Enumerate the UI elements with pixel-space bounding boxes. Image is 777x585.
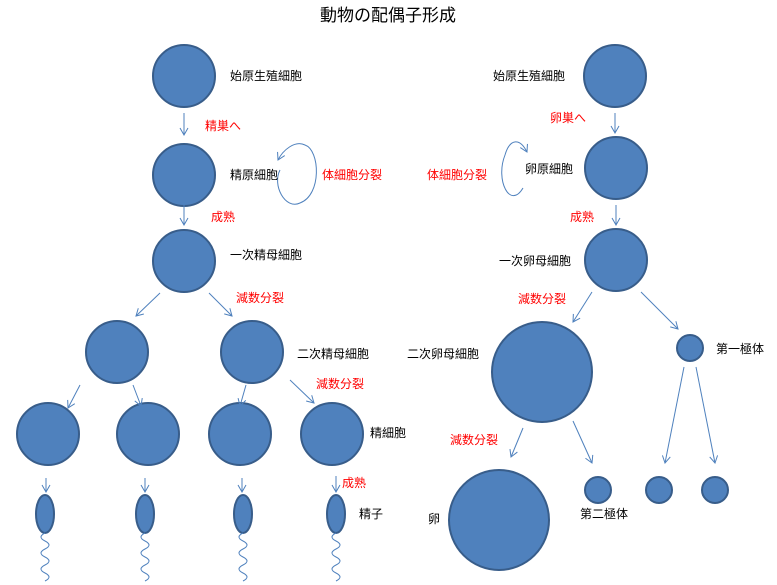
cell-first-polar-body xyxy=(676,334,704,362)
arrow-icon xyxy=(695,366,719,464)
label-spermatogonium: 精原細胞 xyxy=(230,168,278,182)
arrow-icon xyxy=(572,291,593,323)
label-female-maturation: 成熟 xyxy=(570,209,594,224)
arrow-icon xyxy=(640,291,679,330)
sperm-tail xyxy=(238,532,248,582)
cell-secondary-spermatocyte xyxy=(85,320,149,384)
arrow-icon xyxy=(132,384,143,407)
cell-male-primordial xyxy=(152,44,216,108)
label-egg: 卵 xyxy=(428,512,440,526)
label-to-testis: 精巣へ xyxy=(205,119,241,133)
mitosis-loop-arrow-icon xyxy=(277,143,317,205)
label-primary-oocyte: 一次卵母細胞 xyxy=(499,254,571,268)
label-primary-spermatocyte: 一次精母細胞 xyxy=(230,248,302,262)
cell-spermatid xyxy=(300,402,364,466)
cell-female-primordial xyxy=(583,44,647,108)
cell-sperm-head xyxy=(135,494,155,534)
label-oogonium: 卵原細胞 xyxy=(525,162,573,176)
arrow-icon xyxy=(572,420,594,464)
cell-egg xyxy=(448,469,550,571)
label-spermatid: 精細胞 xyxy=(370,426,406,440)
label-female-meiosis2: 減数分裂 xyxy=(450,432,498,447)
label-to-ovary: 卵巣へ xyxy=(550,111,586,125)
cell-second-polar-body xyxy=(584,476,612,504)
cell-spermatogonium xyxy=(152,143,216,207)
label-second-polar-body: 第二極体 xyxy=(580,506,628,521)
sperm-tail xyxy=(40,532,50,582)
label-male-meiosis1: 減数分裂 xyxy=(236,290,284,305)
label-male-primordial: 始原生殖細胞 xyxy=(230,68,302,83)
cell-spermatid xyxy=(16,402,80,466)
arrow-icon xyxy=(509,427,524,458)
label-female-meiosis1: 減数分裂 xyxy=(518,291,566,306)
cell-sperm-head xyxy=(35,494,55,534)
label-female-mitosis: 体細胞分裂 xyxy=(427,168,487,182)
label-male-mitosis: 体細胞分裂 xyxy=(322,168,382,182)
cell-polar-body xyxy=(701,476,729,504)
label-male-meiosis2: 減数分裂 xyxy=(316,376,364,391)
label-secondary-spermatocyte: 二次精母細胞 xyxy=(297,347,369,361)
cell-primary-oocyte xyxy=(584,228,648,292)
label-female-primordial: 始原生殖細胞 xyxy=(493,68,565,83)
cell-secondary-spermatocyte xyxy=(220,320,284,384)
arrow-icon xyxy=(289,379,315,404)
arrow-icon xyxy=(661,366,685,464)
label-male-maturation1: 成熟 xyxy=(211,209,235,224)
cell-oogonium xyxy=(584,136,648,200)
diagram-title: 動物の配偶子形成 xyxy=(320,6,456,26)
arrow-icon xyxy=(208,292,233,317)
label-sperm: 精子 xyxy=(359,507,383,521)
cell-polar-body xyxy=(645,476,673,504)
cell-primary-spermatocyte xyxy=(152,229,216,293)
cell-secondary-oocyte xyxy=(491,321,593,423)
mitosis-loop-arrow-icon xyxy=(501,141,528,196)
cell-sperm-head xyxy=(233,494,253,534)
cell-spermatid xyxy=(116,402,180,466)
arrow-icon xyxy=(135,292,161,317)
arrow-icon xyxy=(237,384,247,407)
label-secondary-oocyte: 二次卵母細胞 xyxy=(407,347,479,361)
sperm-tail xyxy=(331,532,341,582)
sperm-tail xyxy=(140,532,150,582)
cell-sperm-head xyxy=(326,494,346,534)
label-first-polar-body: 第一極体 xyxy=(716,341,764,356)
label-male-maturation2: 成熟 xyxy=(342,475,366,490)
arrow-icon xyxy=(67,384,81,409)
cell-spermatid xyxy=(208,402,272,466)
